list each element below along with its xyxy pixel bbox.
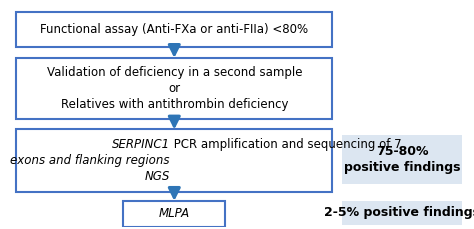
Text: Validation of deficiency in a second sample: Validation of deficiency in a second sam…	[46, 66, 302, 79]
Text: 2-5% positive findings: 2-5% positive findings	[324, 206, 474, 219]
Text: positive findings: positive findings	[344, 161, 460, 174]
Text: Relatives with antithrombin deficiency: Relatives with antithrombin deficiency	[61, 98, 288, 111]
Text: Functional assay (Anti-FXa or anti-FIIa) <80%: Functional assay (Anti-FXa or anti-FIIa)…	[40, 23, 309, 36]
Text: NGS: NGS	[144, 170, 170, 183]
FancyBboxPatch shape	[341, 201, 462, 225]
Text: MLPA: MLPA	[159, 207, 190, 220]
Text: PCR amplification and sequencing of 7: PCR amplification and sequencing of 7	[170, 138, 401, 151]
FancyBboxPatch shape	[16, 12, 332, 47]
Text: 75-80%: 75-80%	[376, 145, 428, 158]
Text: or: or	[168, 82, 180, 95]
FancyBboxPatch shape	[16, 58, 332, 119]
FancyBboxPatch shape	[341, 135, 462, 184]
Text: exons and flanking regions: exons and flanking regions	[10, 154, 170, 167]
FancyBboxPatch shape	[16, 129, 332, 192]
Text: SERPINC1: SERPINC1	[111, 138, 170, 151]
FancyBboxPatch shape	[123, 201, 226, 227]
